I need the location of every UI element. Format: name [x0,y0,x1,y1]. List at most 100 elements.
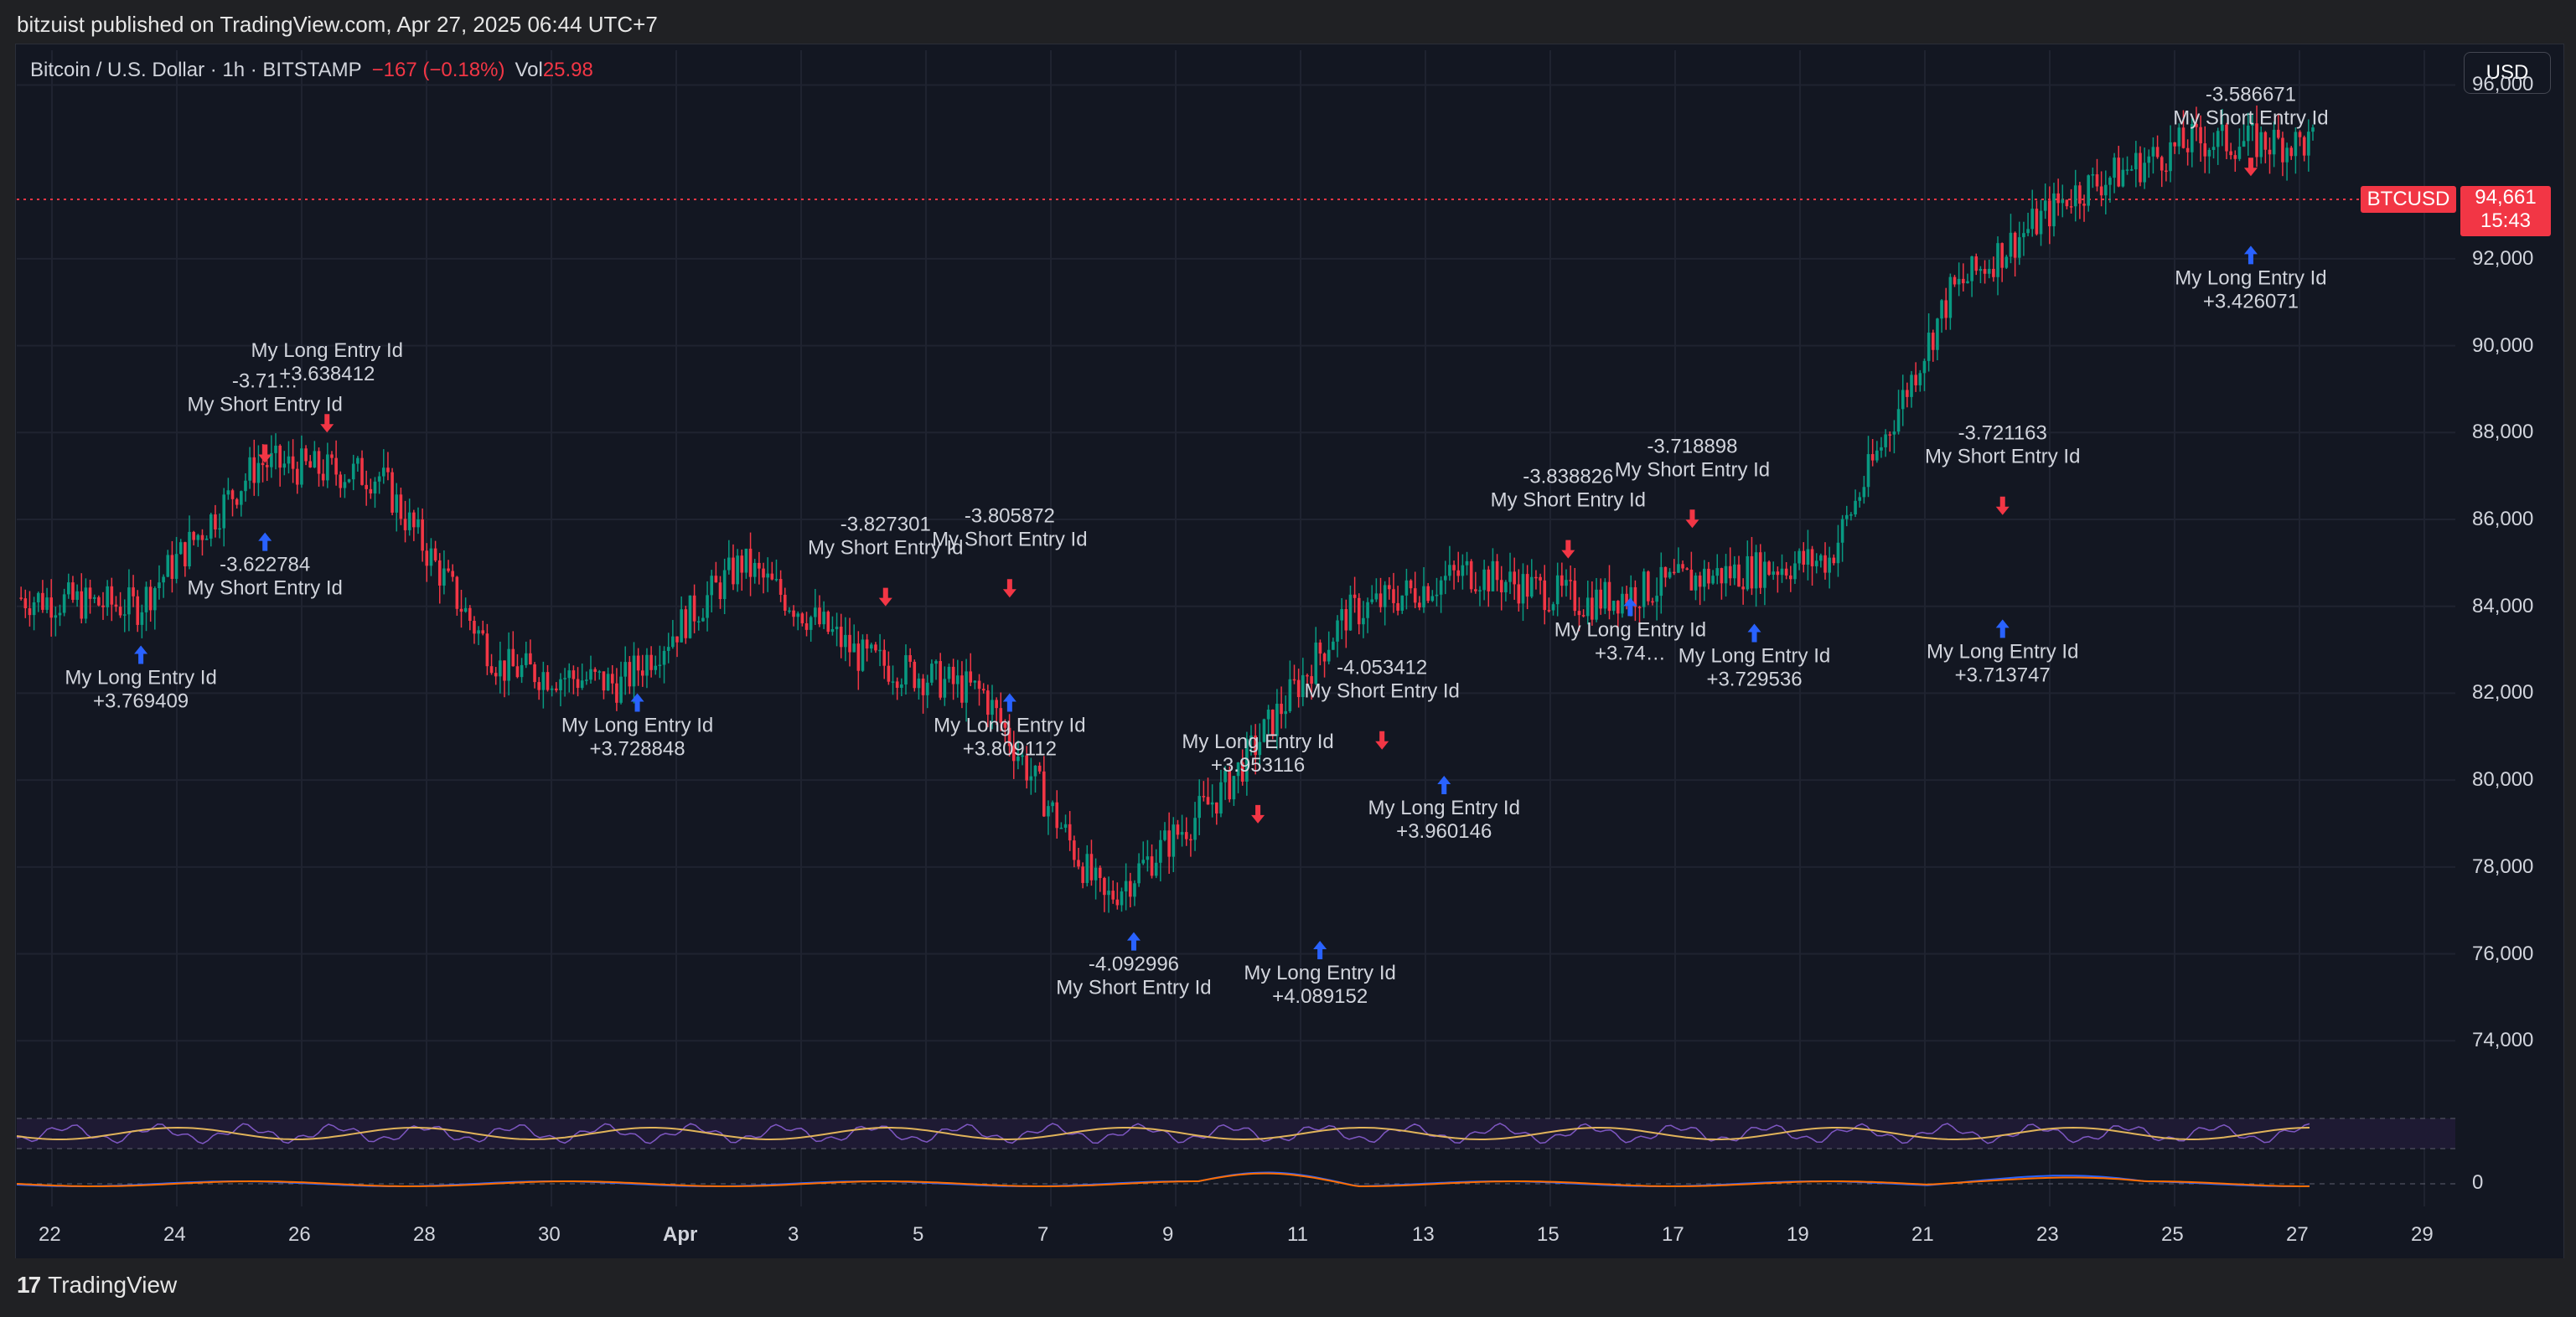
candle-body [1055,802,1059,829]
candle-body [1388,585,1391,590]
time-axis-label: 26 [288,1223,311,1246]
candle-body [1270,710,1275,736]
candle-body [2009,232,2013,257]
macd-zero-label: 0 [2472,1171,2484,1194]
candle-body [1383,585,1387,607]
candle-body [1806,549,1810,565]
candle-body [865,639,869,649]
candle-body [1508,571,1512,582]
candle-body [977,680,981,689]
candle-body [45,597,49,610]
candle-body [1262,719,1266,742]
candle-body [628,662,632,687]
candle-body [546,672,550,690]
candle-body [1880,447,1883,451]
trade-label-line1: My Long Entry Id [1554,618,1706,641]
candle-body [2281,137,2284,163]
candle-body [209,514,213,539]
candle-body [92,597,96,599]
price-axis-label: 76,000 [2472,942,2534,965]
candle-body [529,653,532,665]
trade-label-line2: My Short Entry Id [1056,977,1211,999]
candle-body [459,608,463,612]
candle-body [856,643,861,671]
candle-body [861,639,865,671]
candle-body [41,592,44,610]
candle-body [1789,575,1792,580]
chart-frame[interactable] [15,44,2564,1260]
trade-label-line2: My Short Entry Id [1304,680,1459,703]
candle-body [416,519,420,528]
candle-body [1150,856,1154,876]
candle-body [425,550,429,566]
candle-body [1413,588,1417,603]
symbol-price-tag: BTCUSD [2361,186,2456,213]
time-axis-label: 28 [413,1223,436,1246]
candle-body [1487,569,1491,591]
candle-body [1400,595,1404,611]
time-axis-label: 15 [1537,1223,1560,1246]
candle-body [722,570,727,600]
candle-body [222,494,226,529]
time-axis-label: Apr [663,1223,698,1246]
candle-body [1011,746,1016,762]
currency-button[interactable]: USD [2464,52,2551,94]
trade-label-line1: -3.721163 [1958,422,2047,445]
candle-body [1910,374,1913,397]
candle-body [1115,899,1120,906]
candle-body [162,576,165,583]
candle-body [1357,597,1361,625]
candle-body [2134,152,2138,170]
time-axis-label: 29 [2411,1223,2434,1246]
candle-body [710,576,714,596]
long-entry-arrow-icon [134,645,148,664]
time-axis-label: 24 [163,1223,186,1246]
candle-body [2311,127,2315,132]
candle-body [330,454,334,458]
price-axis-label: 96,000 [2472,73,2534,96]
candle-body [1875,450,1879,461]
candle-body [1404,580,1409,596]
candle-body [67,582,70,595]
candle-body [2160,157,2164,171]
candle-body [1159,839,1162,863]
candle-body [1573,581,1577,612]
candle-body [1154,862,1158,876]
candle-body [1823,555,1827,573]
candle-body [520,664,524,678]
candle-body [1327,649,1331,662]
long-entry-arrow-icon [630,693,644,712]
short-entry-arrow-icon [258,444,272,463]
candle-body [1711,576,1715,584]
candle-body [649,654,653,670]
candle-body [1202,796,1206,798]
candle-body [809,617,813,630]
tradingview-brand[interactable]: 17 TradingView [17,1272,177,1299]
candle-body [84,587,88,619]
price-axis-label: 88,000 [2472,421,2534,444]
candle-body [442,568,446,586]
time-axis-label: 23 [2036,1223,2059,1246]
candle-body [1862,487,1866,498]
short-entry-arrow-icon [1375,731,1389,750]
candle-body [2035,209,2039,235]
candle-body [1884,434,1887,447]
candle-body [347,479,351,483]
candle-body [2082,204,2086,206]
candle-body [1698,575,1702,587]
candle-body [537,682,541,690]
price-axis-label: 74,000 [2472,1029,2534,1052]
candle-body [1063,824,1068,828]
candle-body [485,633,489,667]
candle-body [2026,229,2030,234]
candle-body [1651,601,1654,603]
volume-label: Vol [515,59,543,81]
candle-body [1633,586,1637,607]
top-bar: bitzuist published on TradingView.com, A… [0,0,2576,50]
candle-body [196,535,200,540]
price-axis-label: 82,000 [2472,681,2534,705]
candle-body [766,573,769,578]
short-entry-arrow-icon [1561,540,1575,559]
last-price-tag: 94,661 15:43 [2460,186,2551,236]
